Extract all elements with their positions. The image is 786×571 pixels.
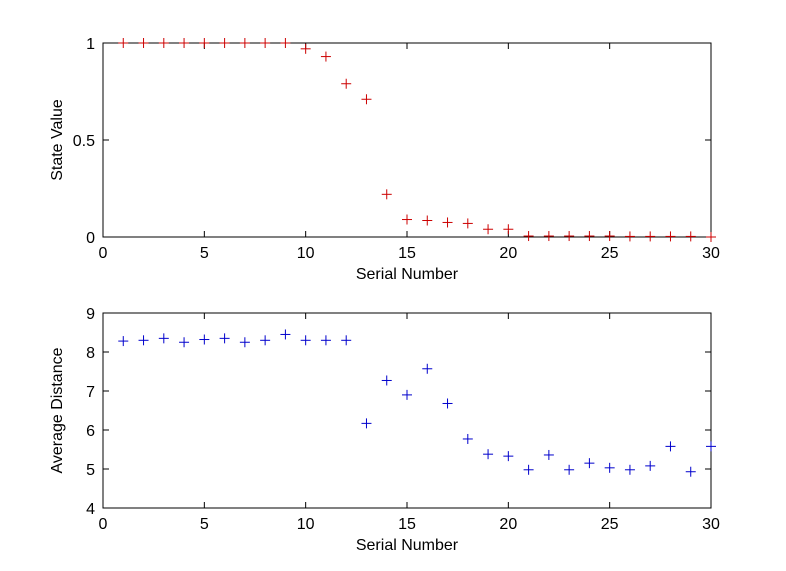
plot-area — [102, 42, 712, 238]
data-point — [483, 449, 494, 460]
data-point — [179, 337, 190, 348]
data-point — [442, 217, 453, 228]
average-distance-chart: 0 5 10 15 20 25 30 4 5 6 7 8 9 Serial Number Average D… — [49, 306, 720, 554]
x-tick-label: 5 — [200, 245, 209, 262]
data-point — [219, 38, 230, 48]
x-tick-label: 20 — [499, 516, 517, 533]
data-point — [300, 43, 311, 54]
data-point — [219, 333, 230, 344]
plot-area — [102, 312, 712, 509]
data-point — [341, 335, 352, 346]
data-point — [584, 231, 595, 242]
data-point — [442, 398, 453, 409]
data-point — [320, 335, 331, 346]
data-point — [685, 466, 696, 477]
x-tick-label: 30 — [702, 245, 720, 262]
x-tick-label: 0 — [99, 516, 108, 533]
data-point — [624, 231, 635, 242]
x-tick-label: 25 — [601, 516, 619, 533]
x-tick-label: 20 — [499, 245, 517, 262]
y-tick-label: 8 — [86, 345, 95, 362]
data-point — [138, 38, 149, 48]
x-axis-label: Serial Number — [356, 537, 459, 554]
x-tick-label: 10 — [297, 516, 315, 533]
y-tick-label: 5 — [86, 462, 95, 479]
data-point — [503, 224, 514, 235]
data-point — [320, 51, 331, 62]
data-point — [645, 231, 656, 242]
data-point — [483, 224, 494, 235]
data-point — [645, 460, 656, 471]
y-tick-label: 7 — [86, 384, 95, 401]
data-point — [158, 333, 169, 344]
y-axis-label: State Value — [49, 99, 66, 181]
x-tick-label: 10 — [297, 245, 315, 262]
data-point — [179, 38, 190, 48]
data-point — [503, 451, 514, 462]
data-point — [260, 38, 271, 48]
data-point — [381, 375, 392, 386]
x-tick-label: 0 — [99, 245, 108, 262]
data-point — [158, 38, 169, 48]
data-point — [239, 337, 250, 348]
data-point — [706, 232, 716, 242]
data-point — [402, 214, 412, 225]
data-point — [564, 464, 575, 475]
y-axis-label: Average Distance — [49, 347, 66, 473]
data-point — [422, 215, 433, 226]
data-point — [543, 449, 554, 460]
data-point — [543, 231, 554, 242]
data-point — [341, 78, 352, 89]
data-point — [564, 231, 575, 242]
x-tick-label: 5 — [200, 516, 209, 533]
data-point — [523, 464, 534, 475]
data-point — [239, 38, 250, 48]
x-tick-label: 15 — [398, 245, 416, 262]
data-point — [462, 218, 473, 229]
data-point — [280, 38, 291, 48]
data-point — [118, 38, 129, 48]
data-point — [402, 389, 412, 400]
data-point — [685, 231, 696, 242]
data-point — [138, 335, 149, 346]
data-point — [118, 336, 129, 347]
data-point — [300, 335, 311, 346]
data-point — [361, 418, 372, 429]
y-tick-label: 0.5 — [73, 133, 95, 150]
y-tick-label: 1 — [86, 36, 95, 53]
x-tick-label: 30 — [702, 516, 720, 533]
y-tick-label: 9 — [86, 306, 95, 323]
x-tick-label: 25 — [601, 245, 619, 262]
state-value-chart: 0 5 10 15 20 25 30 0 0.5 1 Serial Number State Valu… — [49, 36, 720, 283]
x-axis-label: Serial Number — [356, 266, 459, 283]
data-point — [422, 363, 433, 374]
y-tick-label: 0 — [86, 230, 95, 247]
data-point — [624, 464, 635, 475]
data-point — [361, 94, 372, 105]
data-point — [260, 335, 271, 346]
data-point — [665, 231, 676, 242]
x-tick-label: 15 — [398, 516, 416, 533]
data-point — [199, 334, 210, 345]
y-tick-label: 4 — [86, 501, 95, 518]
data-point — [523, 231, 534, 242]
data-point — [706, 441, 716, 452]
data-point — [462, 433, 473, 444]
data-point — [381, 189, 392, 200]
data-point — [584, 458, 595, 469]
data-point — [199, 38, 210, 48]
data-point — [604, 231, 615, 242]
data-point — [604, 462, 615, 473]
y-tick-label: 6 — [86, 423, 95, 440]
data-point — [665, 441, 676, 452]
data-point — [280, 329, 291, 340]
